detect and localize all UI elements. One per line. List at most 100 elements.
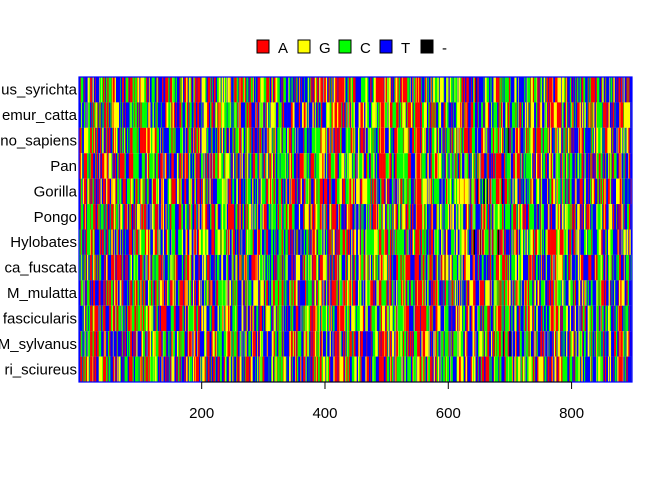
alignment-cell-block bbox=[478, 254, 480, 281]
alignment-cell-block bbox=[115, 153, 118, 179]
alignment-cell-block bbox=[428, 204, 430, 230]
alignment-cell-block bbox=[297, 204, 300, 230]
alignment-cell-block bbox=[161, 77, 163, 103]
alignment-cell-block bbox=[459, 229, 461, 255]
alignment-cell-block bbox=[590, 178, 592, 205]
alignment-cell-block bbox=[409, 127, 410, 154]
alignment-cell-block bbox=[544, 102, 546, 128]
alignment-cell-block bbox=[168, 102, 171, 128]
alignment-cell-block bbox=[248, 280, 252, 306]
alignment-cell-block bbox=[629, 127, 631, 154]
alignment-cell-block bbox=[134, 77, 136, 103]
alignment-cell-block bbox=[266, 153, 269, 179]
alignment-cell-block bbox=[233, 127, 235, 154]
alignment-cell-block bbox=[161, 178, 163, 205]
alignment-cell-block bbox=[259, 153, 261, 179]
alignment-cell-block bbox=[129, 254, 132, 281]
alignment-cell-block bbox=[285, 102, 288, 128]
alignment-cell-block bbox=[224, 127, 226, 154]
alignment-cell-block bbox=[571, 178, 574, 205]
alignment-cell-block bbox=[460, 77, 462, 103]
alignment-cell-block bbox=[273, 178, 276, 205]
alignment-cell-block bbox=[319, 280, 321, 306]
alignment-cell-block bbox=[526, 229, 527, 255]
alignment-cell-block bbox=[398, 77, 401, 103]
alignment-cell-block bbox=[175, 153, 178, 179]
alignment-cell-block bbox=[204, 254, 207, 281]
alignment-cell-block bbox=[135, 77, 137, 103]
alignment-cell-block bbox=[319, 77, 321, 103]
alignment-cell-block bbox=[617, 102, 620, 128]
alignment-cell-block bbox=[504, 153, 506, 179]
alignment-cell-block bbox=[597, 102, 599, 128]
alignment-cell-block bbox=[239, 102, 241, 128]
alignment-cell-block bbox=[226, 77, 228, 103]
alignment-cell-block bbox=[303, 204, 305, 230]
alignment-cell-block bbox=[108, 127, 110, 154]
alignment-cell-block bbox=[364, 102, 366, 128]
alignment-cell-block bbox=[223, 102, 225, 128]
alignment-cell-block bbox=[459, 178, 462, 205]
alignment-cell-block bbox=[101, 127, 103, 154]
alignment-cell-block bbox=[288, 204, 290, 230]
alignment-cell-block bbox=[275, 77, 278, 103]
alignment-cell-block bbox=[86, 204, 88, 230]
alignment-cell-block bbox=[596, 153, 598, 179]
alignment-cell-block bbox=[353, 102, 355, 128]
alignment-cell-block bbox=[543, 229, 546, 255]
alignment-cell-block bbox=[479, 127, 481, 154]
alignment-cell-block bbox=[313, 102, 315, 128]
alignment-cell-block bbox=[387, 102, 389, 128]
alignment-cell-block bbox=[545, 153, 548, 179]
alignment-cell-block bbox=[353, 280, 354, 306]
alignment-cell-block bbox=[377, 127, 378, 154]
alignment-cell-block bbox=[240, 229, 242, 255]
alignment-cell-block bbox=[307, 153, 309, 179]
alignment-cell-block bbox=[360, 102, 364, 128]
alignment-cell-block bbox=[107, 254, 109, 281]
alignment-cell-block bbox=[143, 127, 147, 154]
alignment-cell-block bbox=[402, 178, 404, 205]
alignment-cell-block bbox=[551, 153, 553, 179]
alignment-cell-block bbox=[615, 102, 617, 128]
alignment-cell-block bbox=[583, 127, 586, 154]
alignment-cell-block bbox=[430, 178, 432, 205]
alignment-cell-block bbox=[188, 102, 190, 128]
alignment-cell-block bbox=[394, 102, 397, 128]
alignment-cell-block bbox=[282, 204, 284, 230]
alignment-cell-block bbox=[397, 127, 399, 154]
alignment-cell-block bbox=[489, 153, 491, 179]
alignment-cell-block bbox=[601, 127, 603, 154]
alignment-cell-block bbox=[473, 254, 475, 281]
alignment-cell-block bbox=[249, 127, 251, 154]
alignment-cell-block bbox=[86, 102, 88, 128]
alignment-cell-block bbox=[268, 254, 271, 281]
alignment-cell-block bbox=[604, 178, 606, 205]
alignment-cell-block bbox=[232, 229, 236, 255]
alignment-cell-block bbox=[524, 77, 526, 103]
alignment-cell-block bbox=[248, 102, 250, 128]
alignment-cell-block bbox=[176, 204, 178, 230]
alignment-cell-block bbox=[433, 178, 438, 205]
alignment-cell-block bbox=[427, 153, 429, 179]
alignment-cell-block bbox=[285, 77, 287, 103]
alignment-cell-block bbox=[553, 254, 555, 281]
alignment-cell-block bbox=[378, 204, 380, 230]
alignment-cell-block bbox=[369, 153, 371, 179]
alignment-cell-block bbox=[157, 178, 160, 205]
alignment-cell-block bbox=[159, 127, 161, 154]
alignment-cell-block bbox=[567, 178, 569, 205]
alignment-cell-block bbox=[279, 204, 282, 230]
alignment-cell-block bbox=[498, 254, 501, 281]
alignment-cell-block bbox=[391, 229, 393, 255]
alignment-cell-block bbox=[472, 254, 475, 281]
alignment-cell-block bbox=[137, 280, 139, 306]
alignment-cell-block bbox=[458, 178, 460, 205]
alignment-cell-block bbox=[545, 254, 547, 281]
alignment-cell-block bbox=[165, 204, 167, 230]
alignment-cell-block bbox=[138, 153, 143, 179]
alignment-cell-block bbox=[577, 153, 579, 179]
alignment-cell-block bbox=[431, 102, 433, 128]
alignment-cell-block bbox=[418, 77, 420, 103]
alignment-cell-block bbox=[204, 204, 206, 230]
